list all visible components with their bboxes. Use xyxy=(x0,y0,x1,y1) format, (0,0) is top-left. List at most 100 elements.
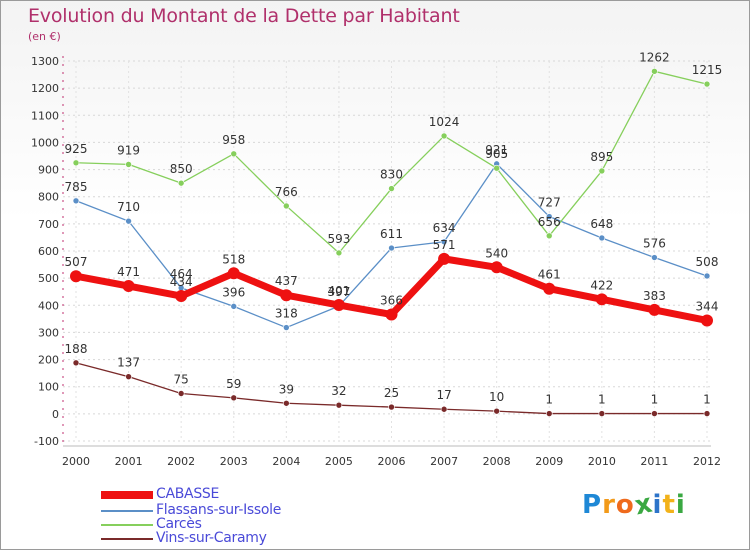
data-point xyxy=(125,217,132,225)
x-tick-label: 2000 xyxy=(62,455,90,468)
data-label: 921 xyxy=(485,143,508,157)
data-point xyxy=(385,308,398,321)
y-tick-label: 900 xyxy=(38,164,59,177)
y-tick-label: 700 xyxy=(38,218,59,231)
data-label: 593 xyxy=(327,232,350,246)
data-point xyxy=(703,272,711,280)
data-point xyxy=(72,159,80,167)
data-label: 958 xyxy=(222,133,245,147)
y-tick-label: 1200 xyxy=(31,82,59,95)
proxiti-logo: Proxiti xyxy=(582,488,686,521)
data-label: 905 xyxy=(485,147,508,161)
data-point xyxy=(230,394,238,402)
data-point xyxy=(388,185,395,192)
data-label: 32 xyxy=(331,384,346,398)
data-label: 188 xyxy=(65,342,88,356)
data-point xyxy=(280,289,293,302)
data-point xyxy=(651,254,658,261)
data-point xyxy=(70,270,82,283)
data-label: 25 xyxy=(384,386,399,400)
data-label: 1262 xyxy=(639,50,670,64)
data-label: 785 xyxy=(65,180,88,194)
data-label: 850 xyxy=(170,162,193,176)
data-point xyxy=(388,244,395,252)
data-label: 710 xyxy=(117,200,140,214)
data-point xyxy=(703,410,711,417)
data-point xyxy=(125,161,132,168)
legend-swatch-flassans xyxy=(101,510,153,512)
data-label: 401 xyxy=(327,284,350,298)
y-tick-label: 200 xyxy=(38,354,59,367)
data-label: 1024 xyxy=(429,115,460,129)
logo-letter: P xyxy=(582,490,603,520)
data-point xyxy=(703,80,711,88)
data-point xyxy=(125,373,132,380)
data-label: 464 xyxy=(170,267,193,281)
data-label: 1215 xyxy=(692,63,723,77)
data-point xyxy=(72,359,80,367)
data-label: 895 xyxy=(590,150,613,164)
y-tick-label: 1100 xyxy=(31,109,59,122)
legend-swatch-cabasse xyxy=(101,491,153,499)
data-point xyxy=(335,249,343,257)
data-point xyxy=(388,403,395,411)
data-label: 75 xyxy=(174,373,189,387)
legend-swatch-vins xyxy=(101,538,153,540)
data-label: 507 xyxy=(65,255,88,269)
data-point xyxy=(493,407,500,415)
data-label: 766 xyxy=(275,185,298,199)
data-label: 925 xyxy=(65,142,88,156)
y-tick-label: 800 xyxy=(38,191,59,204)
data-label: 461 xyxy=(538,268,561,282)
x-tick-label: 2011 xyxy=(640,455,668,468)
data-point xyxy=(598,234,606,242)
data-point xyxy=(543,282,556,295)
data-label: 137 xyxy=(117,356,140,370)
y-tick-label: 1300 xyxy=(31,55,59,68)
data-point xyxy=(545,232,553,240)
data-point xyxy=(595,293,608,306)
y-tick-label: 300 xyxy=(38,326,59,339)
data-label: 422 xyxy=(590,278,613,292)
data-point xyxy=(701,314,713,327)
data-label: 344 xyxy=(696,299,719,313)
y-tick-label: 400 xyxy=(38,299,59,312)
data-point xyxy=(283,324,290,331)
x-tick-label: 2010 xyxy=(588,455,616,468)
data-point xyxy=(438,252,451,265)
data-point xyxy=(177,390,185,397)
y-tick-label: 500 xyxy=(38,272,59,285)
data-label: 656 xyxy=(538,215,561,229)
chart-title: Evolution du Montant de la Dette par Hab… xyxy=(28,5,460,27)
data-point xyxy=(648,303,661,316)
logo-letter: o xyxy=(615,490,635,520)
x-tick-label: 2008 xyxy=(483,455,511,468)
x-tick-label: 2007 xyxy=(430,455,458,468)
data-point xyxy=(332,299,345,312)
data-label: 10 xyxy=(489,390,504,404)
data-label: 59 xyxy=(226,377,241,391)
data-label: 1 xyxy=(651,393,659,407)
data-label: 1 xyxy=(598,393,606,407)
data-point xyxy=(545,410,553,417)
logo-letter: t xyxy=(662,490,676,520)
data-label: 518 xyxy=(222,252,245,266)
data-label: 17 xyxy=(436,388,451,402)
data-point xyxy=(490,261,503,274)
data-point xyxy=(440,132,448,140)
x-tick-label: 2001 xyxy=(115,455,143,468)
data-point xyxy=(177,179,185,187)
data-point xyxy=(440,405,448,413)
data-label: 571 xyxy=(433,238,456,252)
data-label: 366 xyxy=(380,294,403,308)
y-tick-label: 100 xyxy=(38,381,59,394)
data-point xyxy=(230,150,238,158)
logo-letter: i xyxy=(652,490,663,520)
data-label: 1 xyxy=(545,393,553,407)
data-label: 634 xyxy=(433,221,456,235)
data-point xyxy=(335,401,343,409)
data-point xyxy=(283,202,290,210)
data-label: 471 xyxy=(117,265,140,279)
